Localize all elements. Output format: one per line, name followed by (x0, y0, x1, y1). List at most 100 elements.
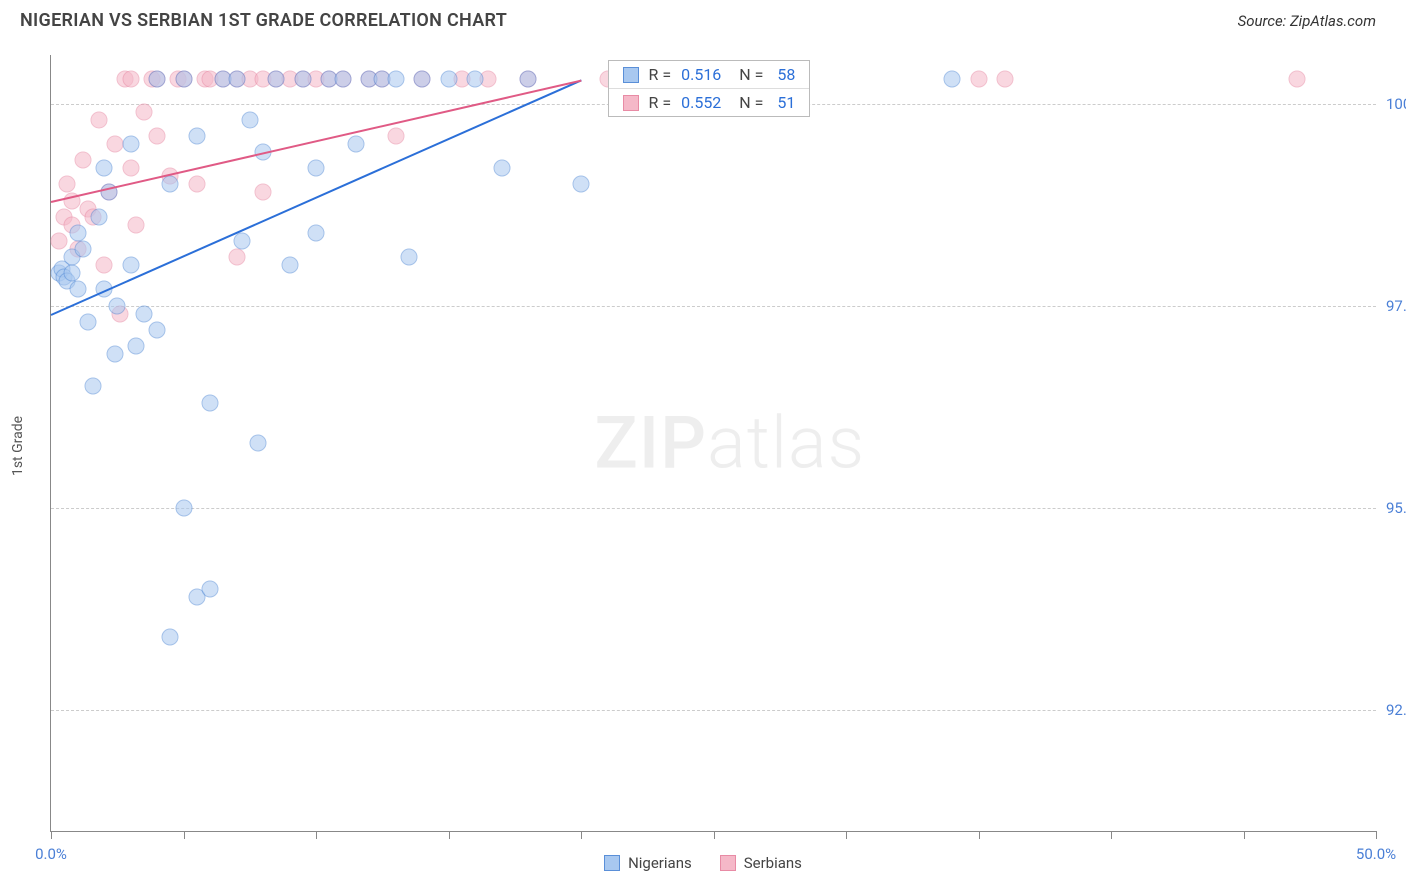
scatter-point (122, 135, 139, 152)
scatter-point (387, 71, 404, 88)
series-swatch (623, 67, 639, 83)
x-tick (1111, 831, 1112, 839)
scatter-point (440, 71, 457, 88)
scatter-point (149, 71, 166, 88)
gridline (51, 710, 1376, 711)
x-tick (979, 831, 980, 839)
x-tick (1376, 831, 1377, 839)
x-tick (51, 831, 52, 839)
scatter-point (149, 321, 166, 338)
scatter-point (334, 71, 351, 88)
scatter-point (228, 249, 245, 266)
scatter-point (74, 241, 91, 258)
scatter-point (249, 435, 266, 452)
scatter-point (493, 160, 510, 177)
scatter-point (64, 265, 81, 282)
r-value: 0.552 (681, 93, 721, 112)
scatter-point (90, 111, 107, 128)
scatter-point (997, 71, 1014, 88)
scatter-point (387, 127, 404, 144)
n-value: 51 (773, 93, 795, 112)
x-tick (581, 831, 582, 839)
scatter-point (202, 394, 219, 411)
source-attribution: Source: ZipAtlas.com (1238, 12, 1376, 30)
scatter-point (241, 111, 258, 128)
scatter-point (50, 232, 67, 249)
scatter-point (347, 135, 364, 152)
scatter-point (96, 257, 113, 274)
scatter-point (944, 71, 961, 88)
x-tick (714, 831, 715, 839)
legend-item: Serbians (720, 854, 802, 872)
trend-line (51, 79, 582, 316)
scatter-point (175, 71, 192, 88)
scatter-point (135, 103, 152, 120)
scatter-point (122, 71, 139, 88)
scatter-point (109, 297, 126, 314)
scatter-point (188, 127, 205, 144)
scatter-point (106, 346, 123, 363)
scatter-point (85, 378, 102, 395)
scatter-point (255, 184, 272, 201)
scatter-point (970, 71, 987, 88)
y-tick-label: 92.5% (1386, 701, 1406, 719)
n-label: N = (731, 65, 763, 84)
r-label: R = (649, 65, 672, 84)
stats-row: R = 0.516 N = 58 (609, 61, 810, 88)
scatter-point (127, 216, 144, 233)
x-tick (846, 831, 847, 839)
watermark: ZIPatlas (594, 401, 865, 486)
scatter-point (188, 176, 205, 193)
scatter-point (135, 305, 152, 322)
y-tick-label: 97.5% (1386, 297, 1406, 315)
r-value: 0.516 (681, 65, 721, 84)
gridline (51, 306, 1376, 307)
legend-swatch (720, 855, 736, 871)
scatter-point (308, 224, 325, 241)
scatter-point (90, 208, 107, 225)
scatter-point (175, 499, 192, 516)
n-value: 58 (773, 65, 795, 84)
y-tick-label: 100.0% (1386, 95, 1406, 113)
n-label: N = (731, 93, 763, 112)
x-tick (1244, 831, 1245, 839)
chart-title: NIGERIAN VS SERBIAN 1ST GRADE CORRELATIO… (20, 10, 507, 31)
stats-box: R = 0.516 N = 58 R =0.552 N = 51 (608, 60, 811, 117)
legend-label: Serbians (744, 854, 802, 872)
scatter-point (69, 281, 86, 298)
scatter-point (80, 313, 97, 330)
scatter-point (308, 160, 325, 177)
scatter-point (573, 176, 590, 193)
scatter-point (96, 160, 113, 177)
scatter-point (122, 160, 139, 177)
series-swatch (623, 95, 639, 111)
scatter-point (228, 71, 245, 88)
gridline (51, 508, 1376, 509)
scatter-point (202, 580, 219, 597)
scatter-point (233, 232, 250, 249)
legend-swatch (604, 855, 620, 871)
y-tick-label: 95.0% (1386, 499, 1406, 517)
x-tick (184, 831, 185, 839)
scatter-point (74, 152, 91, 169)
scatter-point (69, 224, 86, 241)
scatter-point (149, 127, 166, 144)
scatter-chart: ZIPatlas 92.5%95.0%97.5%100.0%0.0%50.0%R… (50, 55, 1376, 832)
x-tick (316, 831, 317, 839)
scatter-point (520, 71, 537, 88)
scatter-point (106, 135, 123, 152)
scatter-point (414, 71, 431, 88)
bottom-legend: Nigerians Serbians (0, 854, 1406, 872)
scatter-point (162, 629, 179, 646)
scatter-point (281, 257, 298, 274)
stats-row: R =0.552 N = 51 (609, 88, 810, 116)
y-axis-label: 1st Grade (10, 416, 26, 476)
legend-item: Nigerians (604, 854, 692, 872)
scatter-point (127, 338, 144, 355)
scatter-point (268, 71, 285, 88)
scatter-point (162, 176, 179, 193)
scatter-point (1288, 71, 1305, 88)
legend-label: Nigerians (628, 854, 692, 872)
scatter-point (400, 249, 417, 266)
scatter-point (467, 71, 484, 88)
